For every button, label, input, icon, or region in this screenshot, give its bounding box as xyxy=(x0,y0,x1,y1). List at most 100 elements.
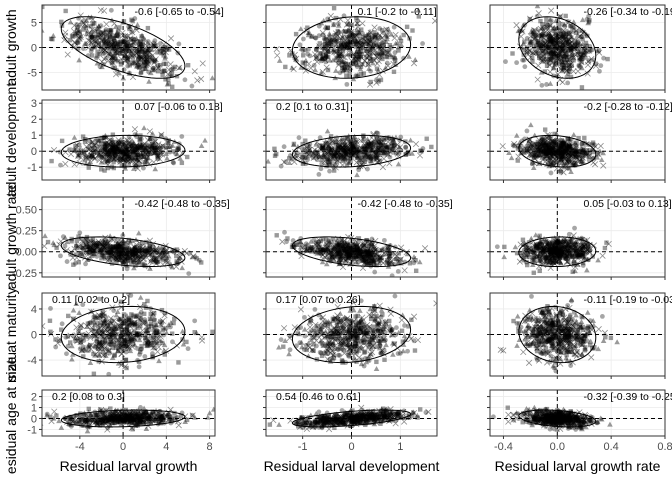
data-point xyxy=(122,45,129,51)
data-point xyxy=(98,30,104,35)
data-point xyxy=(110,145,116,151)
data-point xyxy=(340,253,346,259)
data-point xyxy=(421,245,429,252)
data-point xyxy=(123,157,128,163)
data-point xyxy=(123,36,128,41)
data-point xyxy=(135,255,141,261)
data-point xyxy=(543,252,550,258)
data-point xyxy=(376,71,383,78)
data-point xyxy=(395,258,401,264)
data-point xyxy=(112,255,119,261)
data-point xyxy=(541,59,546,64)
data-point xyxy=(566,135,573,141)
data-point xyxy=(106,244,113,250)
data-point xyxy=(309,244,316,250)
data-point xyxy=(564,247,571,254)
data-point xyxy=(198,143,205,149)
data-point xyxy=(553,238,560,246)
data-point xyxy=(553,147,559,153)
data-point xyxy=(322,38,328,44)
data-point xyxy=(524,146,530,152)
data-point xyxy=(122,52,129,58)
data-point xyxy=(546,44,551,50)
data-point xyxy=(87,153,94,159)
data-point xyxy=(312,241,319,248)
data-point xyxy=(363,150,368,155)
data-point xyxy=(145,155,152,161)
data-point xyxy=(143,47,150,54)
data-point xyxy=(125,137,132,144)
data-point xyxy=(144,61,151,68)
data-point xyxy=(339,43,344,49)
data-point xyxy=(574,254,581,261)
data-point xyxy=(101,319,107,325)
data-point xyxy=(347,53,352,58)
data-point xyxy=(567,159,573,165)
data-point xyxy=(325,54,331,60)
data-point xyxy=(525,251,532,257)
data-point xyxy=(519,0,524,4)
data-point xyxy=(565,250,570,256)
data-point xyxy=(368,140,374,146)
data-point xyxy=(581,251,586,256)
data-point xyxy=(540,56,547,63)
data-point xyxy=(574,158,580,164)
data-point xyxy=(329,251,335,257)
data-point xyxy=(136,157,143,164)
data-point xyxy=(61,36,68,44)
data-point xyxy=(132,37,137,42)
data-point xyxy=(340,145,346,151)
data-point xyxy=(528,246,535,252)
data-point xyxy=(99,250,105,256)
data-point xyxy=(161,253,167,259)
data-point xyxy=(393,252,400,260)
data-point xyxy=(548,170,554,176)
data-point xyxy=(331,153,338,160)
data-point xyxy=(367,55,374,61)
data-point xyxy=(148,245,154,251)
data-point xyxy=(413,268,419,273)
data-point xyxy=(369,36,375,41)
data-point xyxy=(572,151,577,156)
data-point xyxy=(567,156,573,162)
data-point xyxy=(583,248,590,255)
data-point xyxy=(334,153,340,159)
data-point xyxy=(561,239,566,245)
data-point xyxy=(361,57,369,65)
data-point xyxy=(549,251,554,257)
data-point xyxy=(345,41,352,48)
data-point xyxy=(539,253,546,259)
data-point xyxy=(561,238,567,243)
data-point xyxy=(140,256,147,263)
data-point xyxy=(361,42,366,47)
plot-area xyxy=(42,5,215,90)
data-point xyxy=(565,136,570,141)
data-point xyxy=(392,31,399,38)
data-point xyxy=(74,243,79,249)
data-point xyxy=(548,52,555,59)
data-point xyxy=(546,147,552,152)
data-point xyxy=(62,235,69,241)
data-point xyxy=(152,148,158,153)
data-point xyxy=(151,67,157,73)
data-point xyxy=(151,65,156,71)
data-point xyxy=(182,77,188,83)
data-point xyxy=(108,34,113,40)
data-point xyxy=(163,248,170,255)
data-point xyxy=(346,61,352,67)
data-point xyxy=(92,38,98,44)
data-point xyxy=(530,246,537,252)
data-point xyxy=(565,251,571,257)
data-point xyxy=(547,50,554,56)
data-point xyxy=(412,141,420,148)
data-point xyxy=(366,49,373,55)
data-point xyxy=(138,54,145,61)
data-point xyxy=(333,252,340,258)
data-point xyxy=(98,23,104,29)
data-point xyxy=(562,249,569,257)
data-point xyxy=(359,61,366,68)
data-point xyxy=(542,151,548,156)
data-point xyxy=(314,47,319,53)
data-point xyxy=(540,49,545,54)
data-point xyxy=(353,241,359,247)
